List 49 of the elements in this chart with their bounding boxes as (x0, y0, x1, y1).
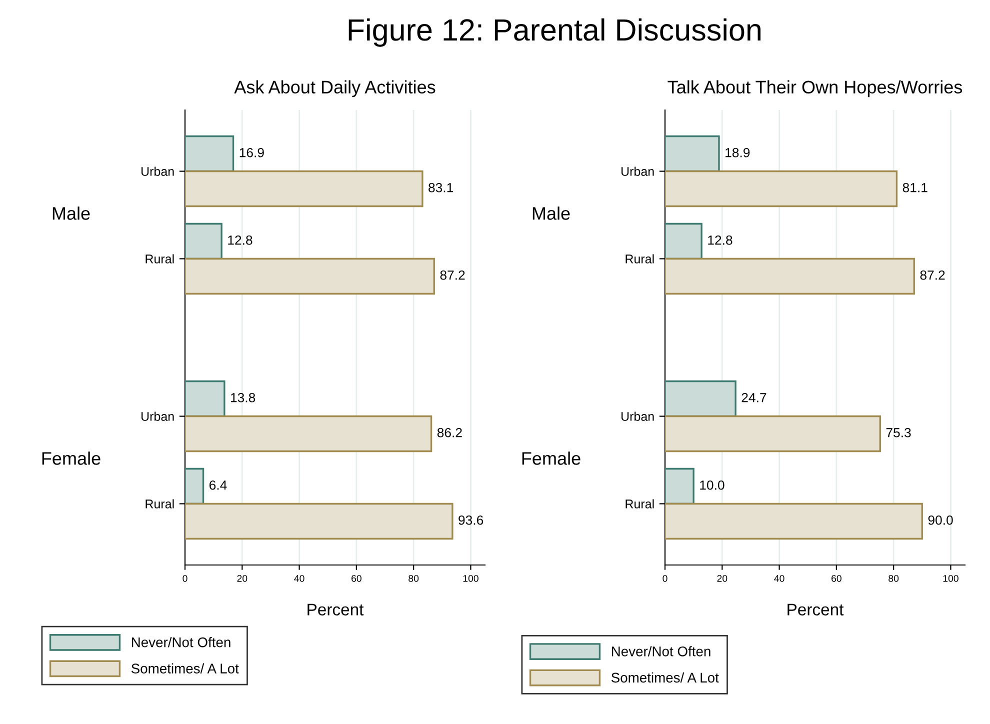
data-label: 83.1 (428, 182, 454, 192)
data-label: 13.8 (230, 392, 256, 402)
x-tick-label: 80 (408, 574, 419, 582)
data-label: 10.0 (700, 480, 724, 490)
y-tick-label: Urban (622, 412, 654, 421)
data-label: 6.4 (210, 480, 227, 490)
caption: Figure 12: Parental Discussion (348, 18, 760, 47)
data-label: 87.2 (440, 270, 465, 280)
text: Female (42, 452, 100, 465)
x-tick-label: 20 (717, 574, 728, 582)
data-label: 81.1 (902, 182, 928, 192)
data-label: 90.0 (928, 515, 953, 525)
x-tick-label: 60 (352, 574, 362, 582)
x-axis-title: Percent (788, 604, 844, 616)
y-tick-label: Urban (142, 412, 174, 421)
x-axis-title: Percent (308, 604, 364, 616)
x-tick-label: 40 (294, 574, 304, 582)
legend-label: Never/Not Often (612, 646, 710, 656)
y-tick-label: Urban (142, 166, 174, 176)
data-label: 24.7 (742, 392, 766, 402)
data-label: 18.9 (726, 148, 750, 158)
legend-label: Sometimes/ A Lot (611, 672, 719, 683)
legend-label: Never/Not Often (132, 637, 230, 648)
x-tick-label: 80 (888, 574, 899, 582)
y-tick-label: Rural (626, 254, 654, 264)
y-tick-label: Urban (622, 166, 654, 176)
data-label: 16.9 (240, 148, 264, 158)
x-tick-label: 20 (237, 574, 248, 582)
data-label: 75.3 (886, 428, 911, 438)
text: Male (52, 206, 90, 220)
legend-label: Sometimes/ A Lot (131, 663, 239, 674)
x-tick-label: 100 (463, 574, 478, 582)
chart-title: Talk About Their Own Hopes/Worries (668, 80, 962, 98)
x-tick-label: 40 (774, 574, 784, 582)
x-tick-label: 60 (832, 574, 842, 582)
data-label: 12.8 (708, 235, 732, 245)
x-tick-label: 0 (662, 574, 668, 582)
x-tick-label: 100 (943, 574, 958, 582)
text: Female (522, 452, 580, 465)
data-label: 12.8 (228, 235, 252, 245)
data-label: 93.6 (458, 515, 484, 525)
text: Male (532, 206, 570, 220)
y-tick-label: Rural (626, 499, 654, 508)
x-tick-label: 0 (182, 574, 188, 582)
data-label: 87.2 (920, 270, 945, 280)
chart-title: Ask About Daily Activities (234, 80, 436, 98)
y-tick-label: Rural (146, 254, 174, 264)
data-label: 86.2 (437, 428, 462, 438)
y-tick-label: Rural (146, 499, 174, 508)
